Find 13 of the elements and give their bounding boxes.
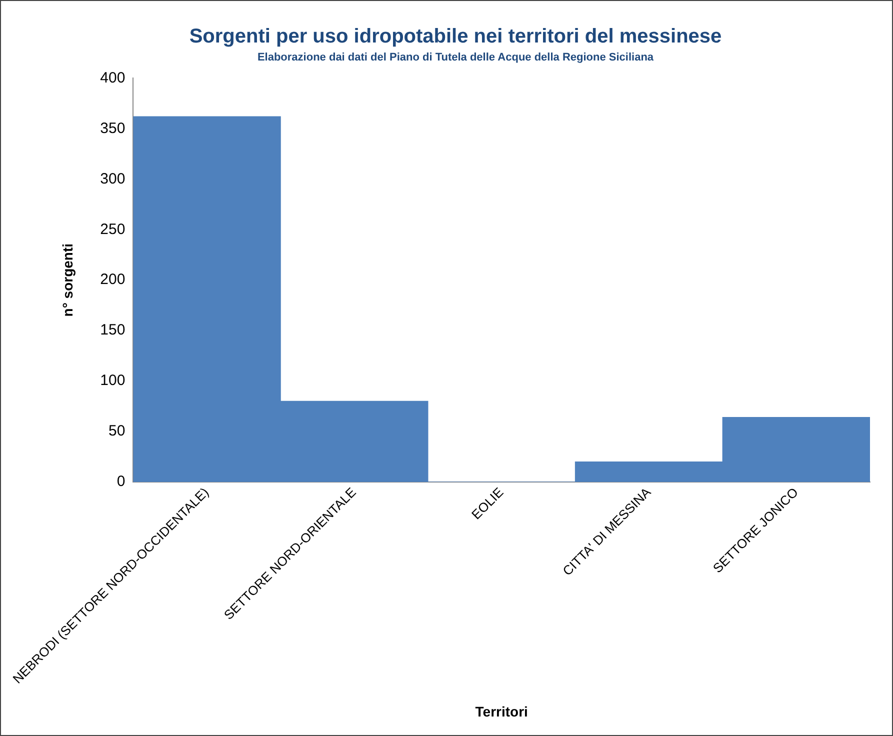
chart-subtitle: Elaborazione dai dati del Piano di Tutela delle Acque della Regione Siciliana xyxy=(257,52,654,64)
y-tick-label: 150 xyxy=(100,322,126,339)
y-tick-label: 100 xyxy=(100,372,126,390)
y-axis-title: n° sorgenti xyxy=(60,243,76,317)
chart-title: Sorgenti per uso idropotabile nei territori del messinese xyxy=(189,26,722,48)
y-tick-label: 50 xyxy=(108,422,126,440)
y-tick-label: 300 xyxy=(100,170,126,188)
y-tick-label: 0 xyxy=(116,473,126,490)
y-tick-label: 250 xyxy=(100,220,126,238)
y-tick-label: 400 xyxy=(100,69,126,86)
y-tick-label: 200 xyxy=(100,271,126,288)
x-axis-title: Territori xyxy=(475,703,528,720)
y-tick-label: 350 xyxy=(100,120,126,137)
